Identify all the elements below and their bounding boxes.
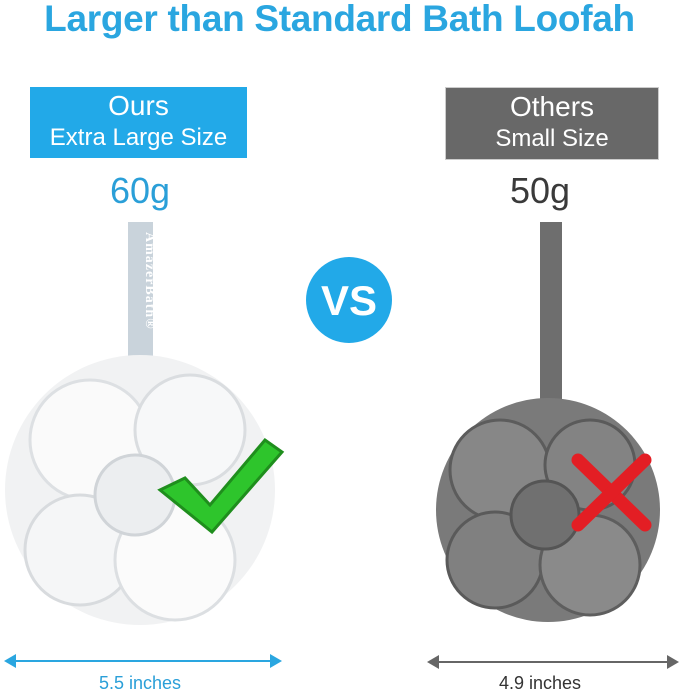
- others-width-arrow: [427, 655, 679, 669]
- others-label: Others: [509, 91, 595, 122]
- ours-label-box: Ours Extra Large Size: [30, 87, 247, 158]
- others-weight: 50g: [509, 170, 571, 211]
- ours-loofah-image: [5, 355, 275, 625]
- ours-diameter: 5.5 inches: [98, 673, 182, 693]
- vs-text: VS: [321, 277, 377, 324]
- others-label-box: Others Small Size: [445, 87, 659, 160]
- others-loofah-image: [436, 398, 660, 622]
- others-size: Small Size: [495, 125, 609, 152]
- page-title: Larger than Standard Bath Loofah: [44, 0, 635, 39]
- others-strap: [540, 222, 562, 412]
- vs-badge: [306, 257, 392, 343]
- ours-weight: 60g: [109, 170, 171, 211]
- ours-size: Extra Large Size: [49, 124, 228, 151]
- check-icon: [157, 437, 285, 535]
- cross-icon: [571, 453, 652, 532]
- others-diameter: 4.9 inches: [498, 673, 582, 693]
- ours-width-arrow: [4, 654, 282, 668]
- brand-strap-text: AmazerBath®: [142, 232, 157, 330]
- ours-label: Ours: [108, 90, 169, 121]
